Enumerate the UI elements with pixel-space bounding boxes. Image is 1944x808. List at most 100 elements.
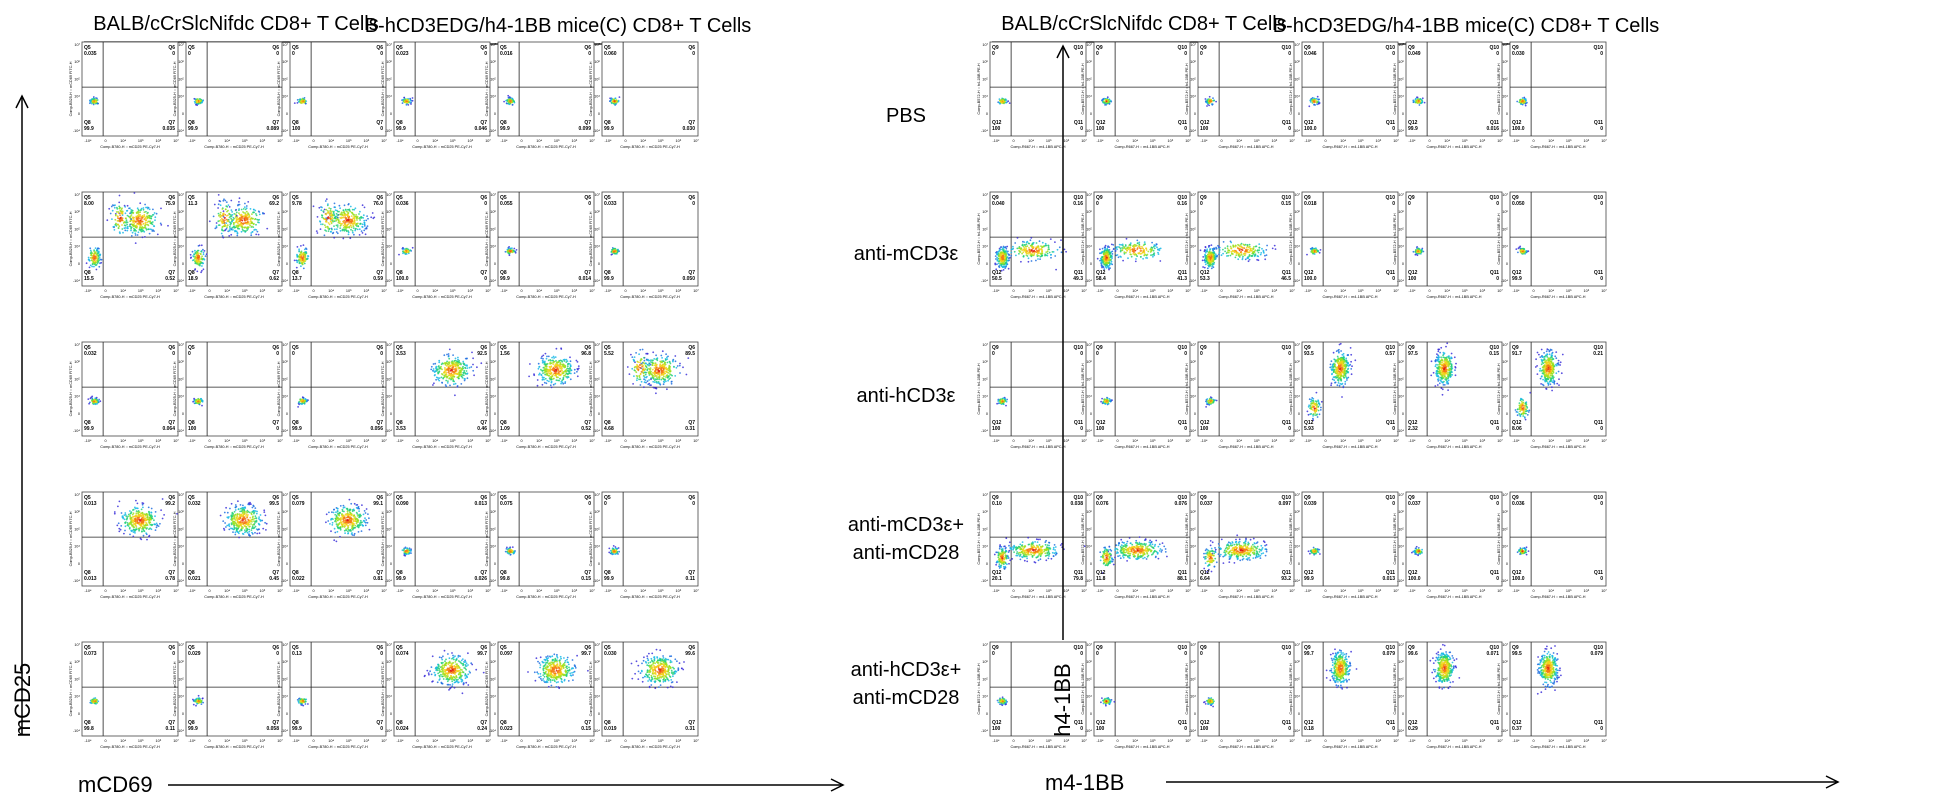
- x-tick-label: 10⁶: [676, 439, 682, 443]
- event-dot: [553, 365, 556, 368]
- y-tick-label: 10⁴: [490, 545, 496, 549]
- event-dot: [547, 355, 550, 358]
- quadrant-percent: 100.0: [396, 276, 409, 282]
- event-dot: [344, 519, 346, 522]
- event-dot: [147, 220, 150, 223]
- quadrant-percent: 99.9: [500, 126, 510, 132]
- event-dot: [407, 104, 410, 106]
- quadrant-name: Q6: [688, 45, 695, 51]
- quadrant-percent: 99.5: [269, 501, 279, 507]
- x-tick-label: 10⁴: [328, 439, 334, 443]
- event-dot: [577, 365, 580, 367]
- quadrant-percent: 0.59: [373, 276, 383, 282]
- plot-x-axis-label: Comp-B780-H :: mCD25 PE-Cy7-H: [516, 445, 576, 449]
- event-dot: [197, 260, 200, 262]
- event-dot: [610, 101, 613, 104]
- event-dot: [657, 382, 660, 384]
- event-dot: [432, 384, 434, 386]
- event-dot: [226, 220, 229, 223]
- event-dot: [99, 400, 102, 403]
- event-dot: [347, 218, 350, 221]
- event-dot: [448, 374, 450, 377]
- event-dot: [351, 212, 354, 215]
- x-tick-label: 0: [105, 289, 107, 293]
- event-dot: [550, 372, 553, 375]
- flow-plot: Q50Q60Q70.089Q899.9-10⁴-10⁴0010⁴10⁴10⁵10…: [173, 41, 283, 149]
- event-dot: [633, 366, 636, 369]
- x-tick-label: 10⁴: [224, 139, 230, 143]
- event-dot: [360, 521, 363, 524]
- event-dot: [296, 261, 299, 264]
- event-dot: [97, 257, 100, 260]
- event-dot: [197, 400, 199, 403]
- event-dot: [228, 235, 231, 237]
- plot-x-axis-label: Comp-B780-H :: mCD25 PE-Cy7-H: [204, 595, 264, 599]
- event-dot: [113, 229, 116, 231]
- event-dot: [448, 357, 451, 360]
- event-dot: [512, 552, 515, 555]
- event-dot: [229, 507, 231, 510]
- event-dot: [93, 249, 95, 252]
- plot-y-axis-label: Comp-B525-H :: mCD69 FITC-H: [277, 211, 281, 266]
- event-dot: [508, 103, 510, 106]
- event-dot: [159, 522, 161, 525]
- event-dot: [364, 227, 367, 230]
- event-dot: [658, 382, 661, 385]
- event-dot: [94, 403, 96, 405]
- event-dot: [150, 215, 153, 218]
- plot-y-axis-label: Comp-B525-H :: mCD69 FITC-H: [589, 361, 593, 416]
- event-dot: [354, 524, 357, 527]
- quadrant-percent: 92.5: [477, 351, 487, 357]
- event-dot: [303, 400, 306, 403]
- event-dot: [363, 206, 366, 209]
- x-tick-label: 10⁵: [242, 139, 248, 143]
- y-tick-label: -10⁴: [73, 279, 80, 283]
- event-dot: [347, 233, 350, 236]
- event-dot: [457, 356, 459, 359]
- event-dot: [160, 224, 163, 226]
- quadrant-percent: 0.030: [682, 126, 695, 132]
- event-dot: [554, 382, 557, 385]
- event-dot: [248, 530, 251, 533]
- event-dot: [448, 365, 450, 368]
- plot-x-axis-label: Comp-B780-H :: mCD25 PE-Cy7-H: [516, 145, 576, 149]
- y-tick-label: 0: [598, 412, 600, 416]
- event-dot: [93, 97, 96, 100]
- y-tick-label: 10⁷: [282, 43, 288, 47]
- event-dot: [631, 356, 634, 358]
- event-dot: [358, 510, 360, 512]
- event-dot: [142, 515, 145, 518]
- x-tick-label: 10⁵: [346, 139, 352, 143]
- event-dot: [448, 377, 451, 380]
- y-tick-label: 0: [78, 412, 80, 416]
- event-dot: [364, 233, 367, 236]
- event-dot: [143, 215, 146, 218]
- event-dot: [247, 228, 249, 230]
- event-dot: [347, 515, 350, 518]
- event-dot: [432, 368, 435, 370]
- event-dot: [643, 359, 646, 362]
- quadrant-percent: 4.68: [604, 426, 614, 432]
- event-dot: [255, 214, 258, 217]
- event-dot: [212, 215, 215, 218]
- event-dot: [154, 216, 157, 219]
- plot-y-axis-label: Comp-B525-H :: mCD69 FITC-H: [589, 211, 593, 266]
- event-dot: [151, 214, 154, 216]
- y-tick-label: 10⁶: [490, 510, 496, 514]
- event-dot: [91, 100, 94, 102]
- event-dot: [509, 101, 512, 103]
- event-dot: [145, 206, 147, 209]
- x-tick-label: 10⁷: [589, 589, 595, 593]
- event-dot: [240, 216, 243, 218]
- event-dot: [250, 513, 253, 516]
- event-dot: [553, 357, 555, 359]
- x-tick-label: 10⁷: [381, 289, 387, 293]
- event-dot: [117, 227, 120, 229]
- event-dot: [129, 533, 131, 536]
- event-dot: [262, 527, 265, 530]
- event-dot: [464, 366, 466, 369]
- event-dot: [248, 511, 251, 514]
- x-tick-label: 10⁷: [693, 289, 699, 293]
- event-dot: [298, 248, 300, 251]
- group-title-balb: BALB/cCrSlcNifdc CD8+ T Cells: [93, 13, 378, 35]
